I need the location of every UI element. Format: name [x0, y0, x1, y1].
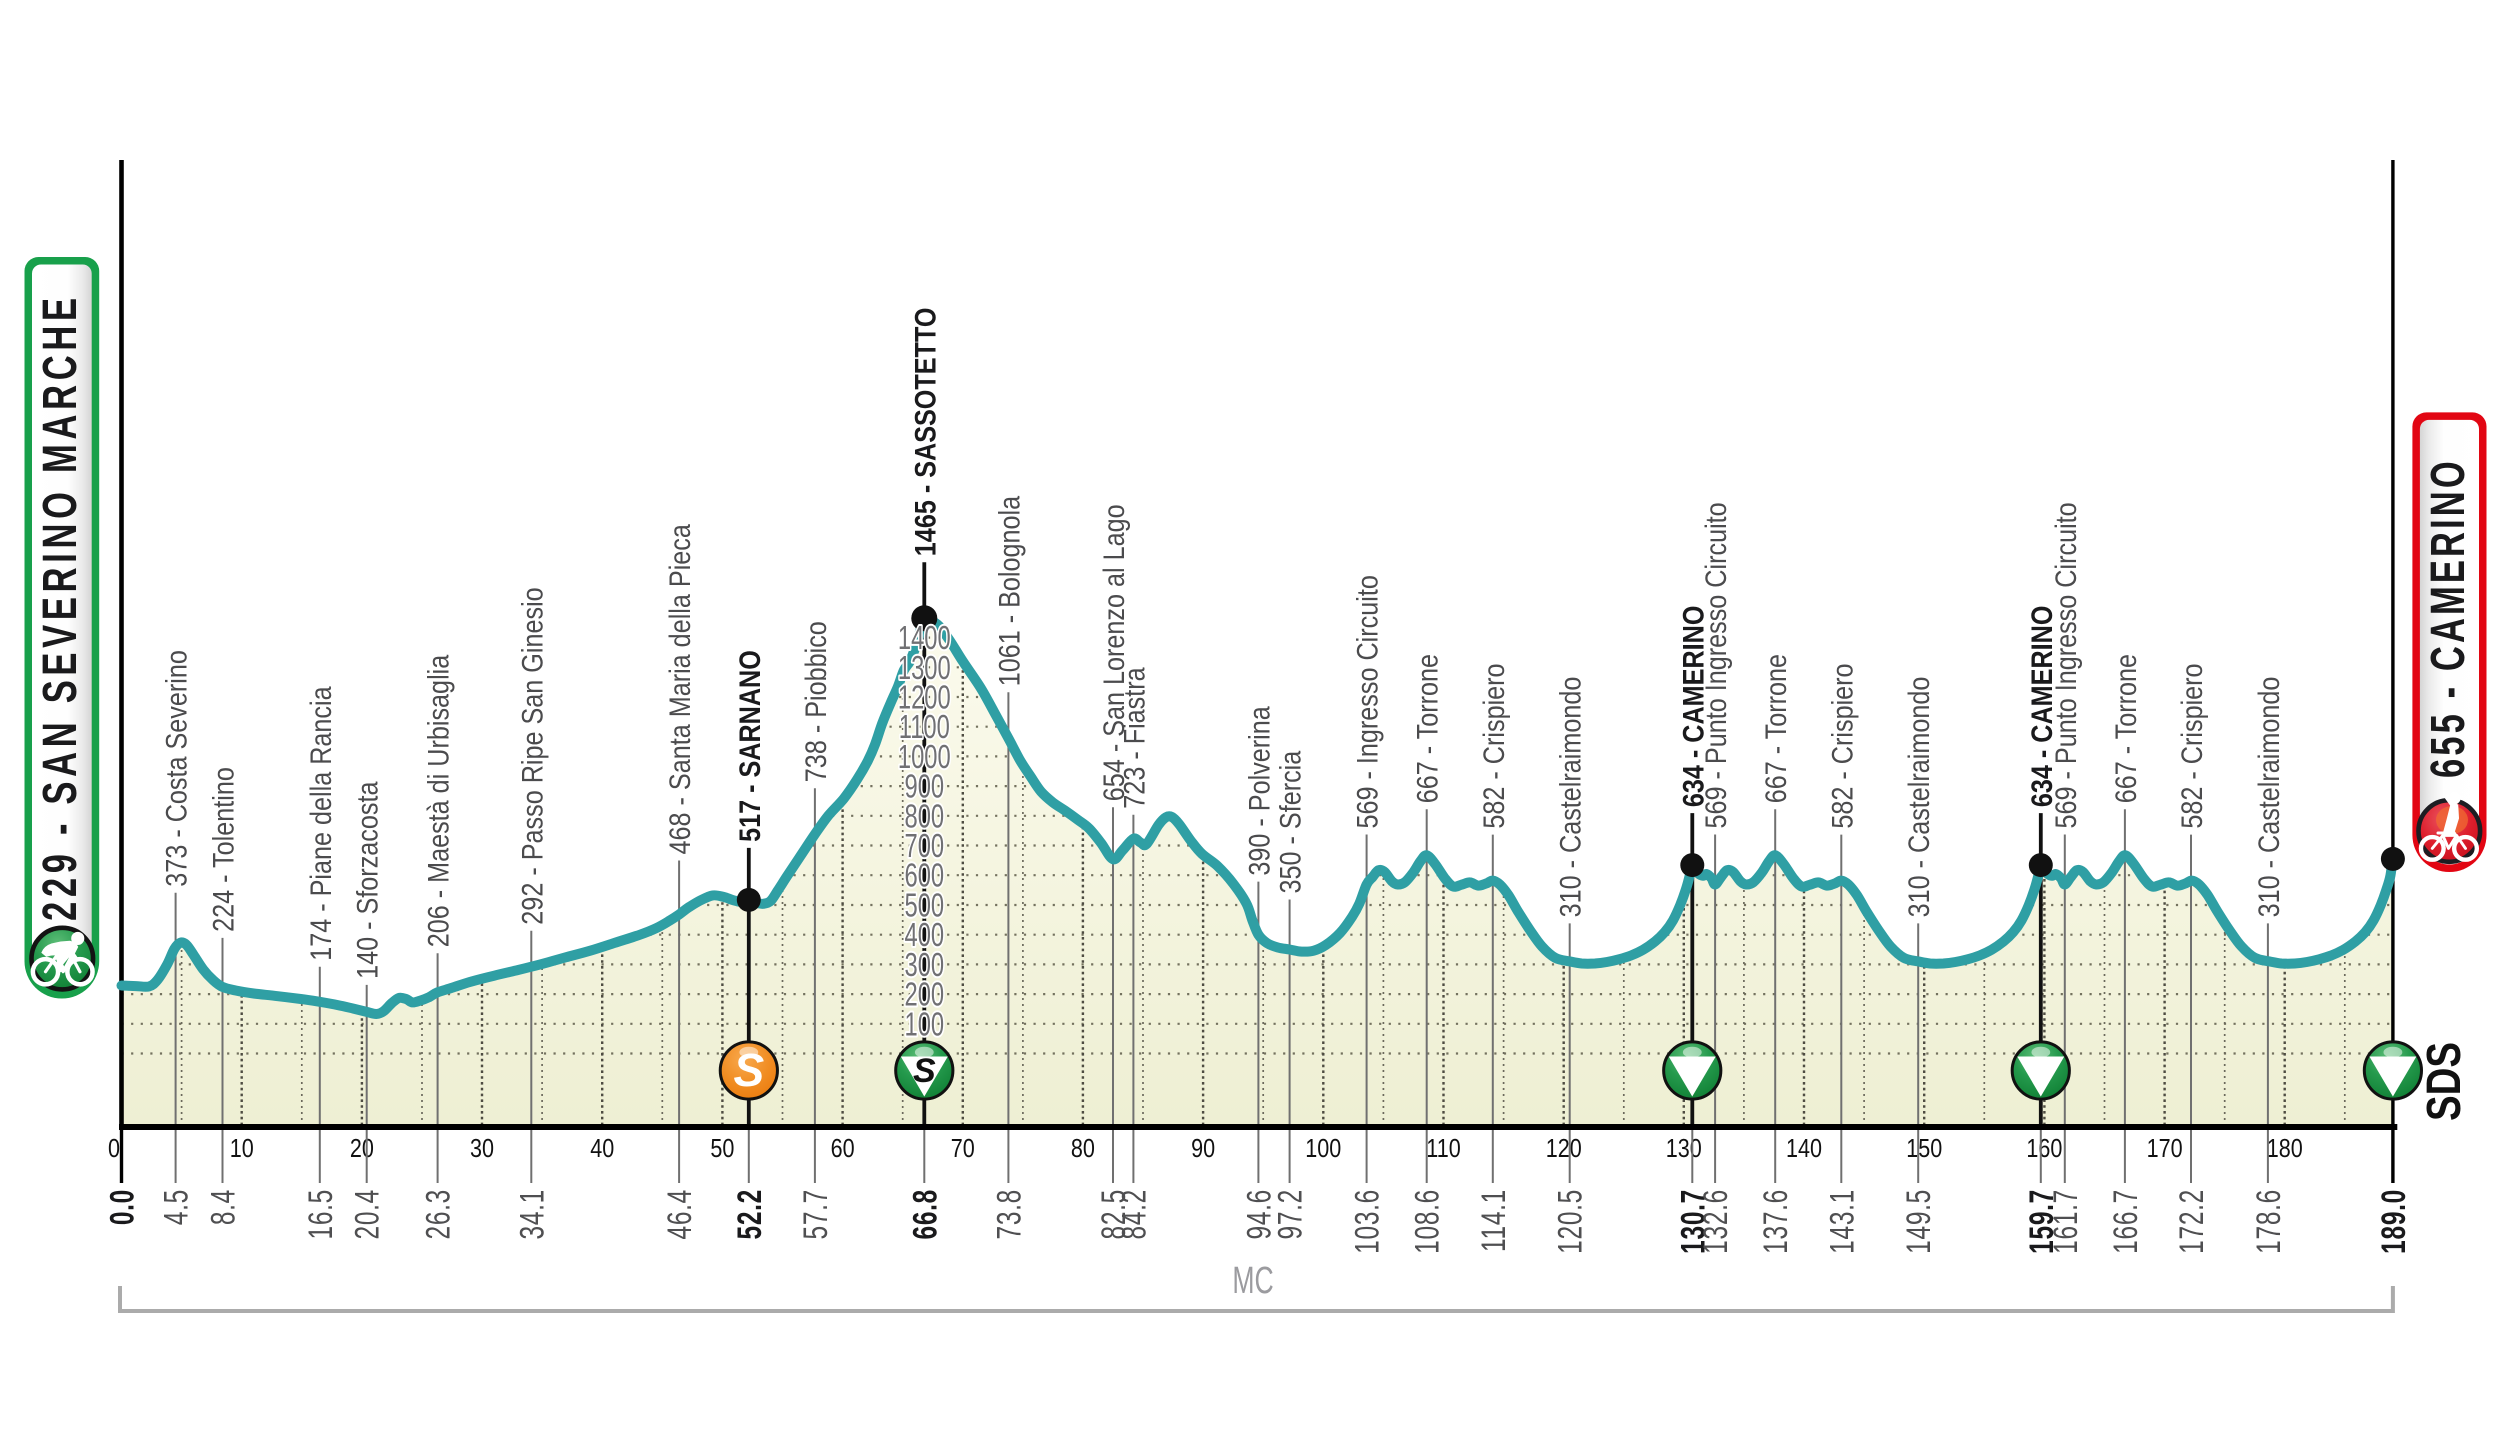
svg-text:0: 0 [108, 1134, 120, 1163]
svg-text:517 - SARNANO: 517 - SARNANO [733, 650, 767, 842]
svg-text:1061 - Bolognola: 1061 - Bolognola [992, 495, 1026, 686]
svg-text:143.1: 143.1 [1823, 1189, 1861, 1254]
svg-text:70: 70 [951, 1134, 975, 1163]
svg-text:97.2: 97.2 [1272, 1189, 1310, 1240]
svg-text:34.1: 34.1 [513, 1189, 551, 1240]
svg-text:SDS: SDS [2418, 1042, 2471, 1121]
svg-text:4.5: 4.5 [158, 1189, 196, 1225]
svg-text:1400: 1400 [898, 620, 951, 657]
svg-text:150: 150 [1906, 1134, 1942, 1163]
svg-text:180: 180 [2267, 1134, 2303, 1163]
svg-text:723 - Fiastra: 723 - Fiastra [1117, 667, 1151, 809]
svg-text:800: 800 [904, 799, 944, 836]
svg-text:10: 10 [230, 1134, 254, 1163]
svg-text:57.7: 57.7 [797, 1189, 835, 1240]
svg-text:MC: MC [1232, 1258, 1273, 1301]
svg-text:600: 600 [904, 858, 944, 895]
svg-text:1465 - SASSOTETTO: 1465 - SASSOTETTO [908, 308, 942, 557]
svg-text:130: 130 [1666, 1134, 1702, 1163]
svg-text:S: S [733, 1044, 764, 1096]
svg-text:8.4: 8.4 [205, 1189, 243, 1225]
svg-text:114.1: 114.1 [1475, 1189, 1513, 1252]
svg-text:229 - SAN SEVERINO MARCHE: 229 - SAN SEVERINO MARCHE [32, 293, 86, 921]
svg-text:166.7: 166.7 [2107, 1189, 2145, 1254]
svg-text:100: 100 [1305, 1134, 1341, 1163]
svg-text:170: 170 [2147, 1134, 2183, 1163]
svg-text:569 - Punto Ingresso Circuito: 569 - Punto Ingresso Circuito [1699, 502, 1733, 828]
svg-text:100: 100 [904, 1007, 944, 1044]
svg-text:149.5: 149.5 [1900, 1189, 1938, 1254]
svg-text:110: 110 [1426, 1134, 1460, 1163]
svg-text:40: 40 [590, 1134, 614, 1163]
svg-text:108.6: 108.6 [1409, 1189, 1447, 1254]
svg-text:292 - Passo Ripe San Ginesio: 292 - Passo Ripe San Ginesio [515, 587, 549, 924]
svg-text:310 - Castelraimondo: 310 - Castelraimondo [1554, 677, 1588, 918]
svg-text:84.2: 84.2 [1116, 1189, 1154, 1240]
svg-text:900: 900 [904, 769, 944, 806]
svg-text:178.6: 178.6 [2250, 1189, 2288, 1254]
svg-text:103.6: 103.6 [1349, 1189, 1387, 1254]
svg-text:82.5: 82.5 [1095, 1189, 1133, 1240]
svg-text:655 - CAMERINO: 655 - CAMERINO [2420, 458, 2474, 778]
svg-text:654 - San Lorenzo al Lago: 654 - San Lorenzo al Lago [1097, 504, 1131, 801]
svg-text:50: 50 [710, 1134, 734, 1163]
svg-text:174 - Piane della Rancia: 174 - Piane della Rancia [304, 686, 338, 961]
svg-text:582 - Crispiero: 582 - Crispiero [2175, 663, 2209, 828]
svg-text:137.6: 137.6 [1757, 1189, 1795, 1254]
svg-text:1300: 1300 [898, 650, 951, 687]
svg-text:634 - CAMERINO: 634 - CAMERINO [2025, 606, 2059, 808]
svg-text:90: 90 [1191, 1134, 1215, 1163]
svg-text:20: 20 [350, 1134, 374, 1163]
svg-text:206 - Maestà di Urbisaglia: 206 - Maestà di Urbisaglia [422, 654, 456, 947]
svg-text:0.0: 0.0 [104, 1189, 142, 1225]
svg-text:30: 30 [470, 1134, 494, 1163]
svg-text:160: 160 [2026, 1134, 2062, 1163]
svg-text:310 - Castelraimondo: 310 - Castelraimondo [2252, 677, 2286, 918]
svg-text:200: 200 [904, 977, 944, 1014]
svg-text:1000: 1000 [898, 739, 951, 776]
svg-text:120.5: 120.5 [1552, 1189, 1590, 1254]
svg-text:140: 140 [1786, 1134, 1822, 1163]
svg-text:350 - Sfercia: 350 - Sfercia [1274, 750, 1308, 893]
svg-text:310 - Castelraimondo: 310 - Castelraimondo [1902, 677, 1936, 918]
svg-text:468 - Santa Maria della Pieca: 468 - Santa Maria della Pieca [663, 524, 697, 855]
svg-text:52.2: 52.2 [731, 1189, 769, 1240]
svg-text:120: 120 [1546, 1134, 1582, 1163]
svg-text:400: 400 [904, 918, 944, 955]
svg-text:500: 500 [904, 888, 944, 925]
svg-text:20.4: 20.4 [349, 1189, 387, 1240]
svg-text:582 - Crispiero: 582 - Crispiero [1825, 663, 1859, 828]
svg-text:26.3: 26.3 [420, 1189, 458, 1240]
svg-text:569 - Ingresso Circuito: 569 - Ingresso Circuito [1351, 575, 1385, 828]
svg-text:80: 80 [1071, 1134, 1095, 1163]
svg-text:300: 300 [904, 947, 944, 984]
svg-text:634 - CAMERINO: 634 - CAMERINO [1676, 606, 1710, 808]
svg-text:16.5: 16.5 [302, 1189, 340, 1240]
svg-text:700: 700 [904, 828, 944, 865]
svg-text:130.7: 130.7 [1674, 1189, 1712, 1254]
svg-text:667 - Torrone: 667 - Torrone [1759, 654, 1793, 803]
svg-text:373 - Costa Severino: 373 - Costa Severino [160, 650, 194, 887]
svg-text:66.8: 66.8 [906, 1189, 944, 1240]
svg-text:1200: 1200 [898, 680, 951, 717]
svg-text:1100: 1100 [899, 710, 950, 747]
svg-text:189.0: 189.0 [2375, 1189, 2413, 1254]
svg-text:738 - Piobbico: 738 - Piobbico [799, 621, 833, 782]
svg-text:569 - Punto Ingresso Circuito: 569 - Punto Ingresso Circuito [2049, 502, 2083, 828]
svg-text:161.7: 161.7 [2047, 1189, 2085, 1254]
svg-text:132.6: 132.6 [1697, 1189, 1735, 1254]
svg-text:390 - Polverina: 390 - Polverina [1242, 706, 1276, 876]
svg-text:582 - Crispiero: 582 - Crispiero [1477, 663, 1511, 828]
svg-text:667 - Torrone: 667 - Torrone [2109, 654, 2143, 803]
svg-text:224 - Tolentino: 224 - Tolentino [206, 767, 240, 932]
svg-text:667 - Torrone: 667 - Torrone [1411, 654, 1445, 803]
svg-text:73.8: 73.8 [991, 1189, 1029, 1240]
svg-text:140 - Sforzacosta: 140 - Sforzacosta [351, 781, 385, 979]
svg-text:60: 60 [831, 1134, 855, 1163]
svg-text:172.2: 172.2 [2173, 1189, 2211, 1254]
svg-text:46.4: 46.4 [661, 1189, 699, 1240]
svg-text:159.7: 159.7 [2023, 1189, 2061, 1254]
svg-text:94.6: 94.6 [1241, 1189, 1279, 1240]
svg-text:S: S [913, 1052, 936, 1090]
